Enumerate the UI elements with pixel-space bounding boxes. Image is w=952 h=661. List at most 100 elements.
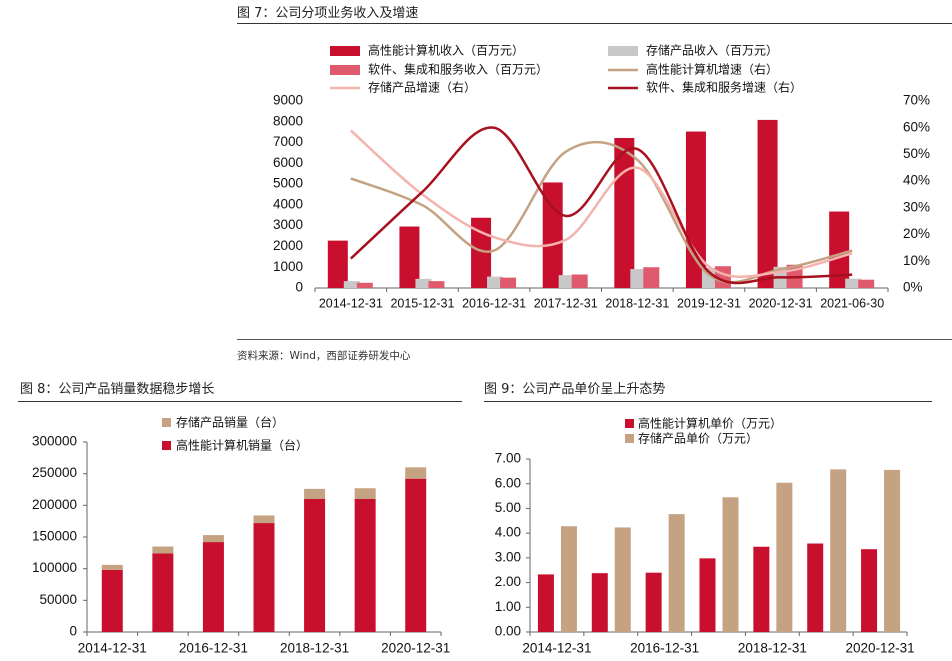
fig7-bottom-rule xyxy=(237,339,952,340)
fig8-x-tick-label: 2014-12-31 xyxy=(78,641,147,656)
fig7-y-tick-label: 9000 xyxy=(273,93,303,108)
fig9-y-tick-label: 1.00 xyxy=(495,599,521,614)
fig8-x-tick-label: 2018-12-31 xyxy=(280,641,349,656)
fig9-bar xyxy=(668,514,685,632)
fig8-y-tick-label: 0 xyxy=(69,624,77,639)
fig8-legend-label: 高性能计算机销量（台） xyxy=(176,438,308,453)
fig7-y-tick-label: 8000 xyxy=(273,113,303,128)
fig9-y-tick-label: 5.00 xyxy=(495,500,521,515)
fig7-x-tick-label: 2017-12-31 xyxy=(534,296,598,310)
fig8-title-rule xyxy=(18,401,462,402)
fig8-bar-segment xyxy=(405,478,427,632)
fig7-bar xyxy=(845,278,862,288)
fig7-bar xyxy=(685,131,706,288)
fig8-bar-segment xyxy=(152,553,174,632)
fig8-bar-segment xyxy=(253,515,275,524)
fig8-bar-segment xyxy=(152,546,174,554)
fig7-legend-label: 存储产品增速（右） xyxy=(368,80,476,95)
fig8-legend-swatch xyxy=(162,441,171,450)
fig7-y-tick-label: 2000 xyxy=(273,238,303,253)
fig8-y-tick-label: 50000 xyxy=(39,592,77,607)
fig7-x-tick-label: 2021-06-30 xyxy=(820,296,884,310)
fig7-y2-tick-label: 20% xyxy=(903,226,930,241)
fig7-legend-swatch xyxy=(330,65,360,75)
fig9-legend-swatch xyxy=(625,434,634,443)
fig7-bar xyxy=(487,276,504,288)
fig9-bar xyxy=(753,546,770,632)
fig7-line-series xyxy=(349,126,853,285)
fig8-y-tick-label: 300000 xyxy=(32,434,77,449)
fig9-legend-label: 高性能计算机单价（万元） xyxy=(638,416,782,431)
fig7-y2-tick-label: 0% xyxy=(903,280,923,295)
fig7-y-tick-label: 1000 xyxy=(273,259,303,274)
fig7-y2-tick-label: 10% xyxy=(903,253,930,268)
fig9-bar xyxy=(722,497,739,632)
fig7-y-tick-label: 6000 xyxy=(273,155,303,170)
fig7-bar xyxy=(829,211,850,288)
fig9-bar xyxy=(537,574,554,632)
fig7-legend-swatch xyxy=(608,46,638,56)
fig9-y-tick-label: 4.00 xyxy=(495,525,521,540)
fig7-bar xyxy=(558,275,575,288)
fig8-bar-segment xyxy=(354,499,376,632)
fig8-y-tick-label: 250000 xyxy=(32,465,77,480)
fig9-x-tick-label: 2016-12-31 xyxy=(630,641,699,656)
fig7-legend-label: 高性能计算机收入（百万元） xyxy=(368,43,524,58)
fig7-y-tick-label: 3000 xyxy=(273,217,303,232)
fig7-x-tick-label: 2018-12-31 xyxy=(605,296,669,310)
fig7-bar xyxy=(343,281,360,288)
fig9-legend-swatch xyxy=(625,419,634,428)
fig7-y2-tick-label: 40% xyxy=(903,173,930,188)
fig7-x-tick-label: 2019-12-31 xyxy=(677,296,741,310)
fig7-x-tick-label: 2020-12-31 xyxy=(749,296,813,310)
fig9-y-tick-label: 6.00 xyxy=(495,475,521,490)
fig8-bar-segment xyxy=(101,564,123,570)
fig7-bar xyxy=(858,279,875,288)
fig9-legend-label: 存储产品单价（万元） xyxy=(638,431,758,446)
fig7-bar xyxy=(542,182,563,288)
fig7-line-series xyxy=(349,129,853,278)
fig7-y2-tick-label: 30% xyxy=(903,199,930,214)
fig7-y-tick-label: 5000 xyxy=(273,176,303,191)
fig9-bar xyxy=(776,482,793,632)
fig8-bar-segment xyxy=(202,542,224,632)
fig7-bar xyxy=(643,267,660,288)
fig9-bar xyxy=(807,543,824,632)
fig9-bar xyxy=(591,573,608,632)
fig7-bar xyxy=(757,119,778,288)
fig8-bar-segment xyxy=(253,523,275,632)
fig7-source: 资料来源：Wind，西部证券研发中心 xyxy=(237,350,411,362)
fig8-title: 图 8：公司产品销量数据稳步增长 xyxy=(20,382,215,397)
fig8-bar-segment xyxy=(304,488,326,499)
fig8-x-tick-label: 2020-12-31 xyxy=(381,641,450,656)
fig9-bar xyxy=(699,558,716,632)
fig7-y-tick-label: 4000 xyxy=(273,196,303,211)
fig8-legend-label: 存储产品销量（台） xyxy=(176,415,284,430)
fig7-bar xyxy=(571,274,588,288)
fig9-bar xyxy=(614,527,631,632)
fig7-legend-label: 存储产品收入（百万元） xyxy=(646,43,778,58)
fig7-bar xyxy=(500,277,517,288)
fig7-x-tick-label: 2014-12-31 xyxy=(319,296,383,310)
fig7-legend-label: 高性能计算机增速（右） xyxy=(646,62,778,77)
fig7-legend-label: 软件、集成和服务收入（百万元） xyxy=(368,62,548,77)
fig9-y-tick-label: 3.00 xyxy=(495,549,521,564)
fig9-y-tick-label: 2.00 xyxy=(495,574,521,589)
fig9-y-tick-label: 7.00 xyxy=(495,451,521,466)
fig7-y2-tick-label: 70% xyxy=(903,93,930,108)
fig7-bar xyxy=(630,269,647,288)
fig8-bar-segment xyxy=(354,488,376,499)
fig7-x-tick-label: 2015-12-31 xyxy=(390,296,454,310)
fig9-title-rule xyxy=(484,401,932,402)
fig9-bar xyxy=(861,549,878,632)
fig7-legend-swatch xyxy=(330,46,360,56)
fig8-y-tick-label: 200000 xyxy=(32,497,77,512)
fig9-bar xyxy=(645,572,662,632)
fig7-bar xyxy=(327,240,348,288)
fig9-x-tick-label: 2020-12-31 xyxy=(846,641,915,656)
fig7-bar xyxy=(356,282,373,288)
fig7-y-tick-label: 0 xyxy=(295,280,303,295)
fig7-bar xyxy=(415,278,432,288)
fig8-bar-segment xyxy=(304,499,326,632)
